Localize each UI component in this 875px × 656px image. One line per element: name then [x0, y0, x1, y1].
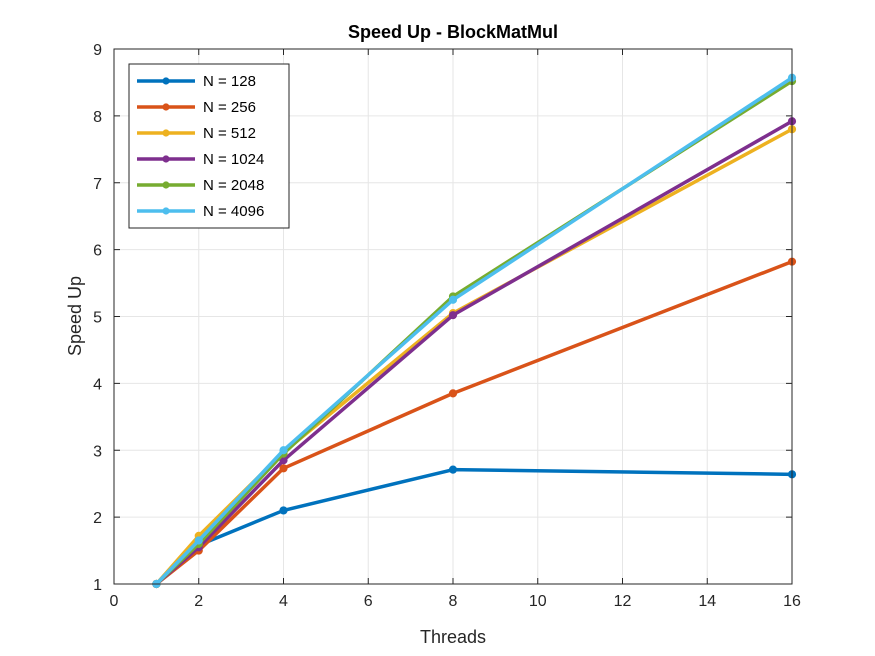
data-point — [194, 536, 203, 545]
legend-label: N = 4096 — [203, 203, 264, 220]
data-point — [448, 295, 458, 304]
legend-swatch-marker — [162, 129, 170, 137]
y-tick-label: 6 — [93, 243, 102, 260]
y-tick-label: 3 — [93, 443, 102, 460]
x-tick-label: 8 — [449, 593, 458, 610]
legend-box — [128, 63, 290, 229]
x-tick-label: 0 — [110, 593, 119, 610]
data-point — [279, 446, 288, 455]
y-axis-label: Speed Up — [65, 276, 85, 356]
legend-label: N = 128 — [203, 73, 256, 90]
data-point — [448, 389, 458, 398]
x-tick-label: 16 — [783, 593, 801, 610]
legend: N = 128 N = 256 N = 512 N = 1024 N = 2048 N =… — [128, 63, 290, 229]
x-tick-label: 4 — [279, 593, 288, 610]
legend-swatch-marker — [162, 155, 170, 163]
x-axis-label: Threads — [420, 627, 486, 647]
legend-label: N = 1024 — [203, 151, 264, 168]
series-layer — [152, 73, 797, 589]
y-tick-label: 8 — [93, 109, 102, 126]
y-tick-label: 5 — [93, 310, 102, 327]
data-point — [279, 506, 288, 515]
legend-swatch-marker — [162, 103, 170, 111]
data-point — [279, 464, 288, 473]
data-point — [448, 465, 458, 474]
y-tick-label: 7 — [93, 176, 102, 193]
legend-label: N = 512 — [203, 125, 256, 142]
x-tick-label: 12 — [614, 593, 632, 610]
x-tick-label: 14 — [698, 593, 716, 610]
x-tick-label: 10 — [529, 593, 547, 610]
legend-label: N = 256 — [203, 99, 256, 116]
y-tick-label: 9 — [93, 42, 102, 59]
y-tick-label: 4 — [93, 376, 102, 393]
y-tick-label: 2 — [93, 510, 102, 527]
legend-swatch-marker — [162, 181, 170, 189]
x-tick-label: 6 — [364, 593, 373, 610]
legend-swatch-marker — [162, 77, 170, 85]
legend-label: N = 2048 — [203, 177, 264, 194]
chart-title: Speed Up - BlockMatMul — [348, 22, 558, 42]
x-tick-label: 2 — [194, 593, 203, 610]
y-tick-label: 1 — [93, 577, 102, 594]
legend-swatch-marker — [162, 207, 170, 215]
grid-lines — [113, 48, 793, 585]
data-point — [448, 311, 458, 320]
